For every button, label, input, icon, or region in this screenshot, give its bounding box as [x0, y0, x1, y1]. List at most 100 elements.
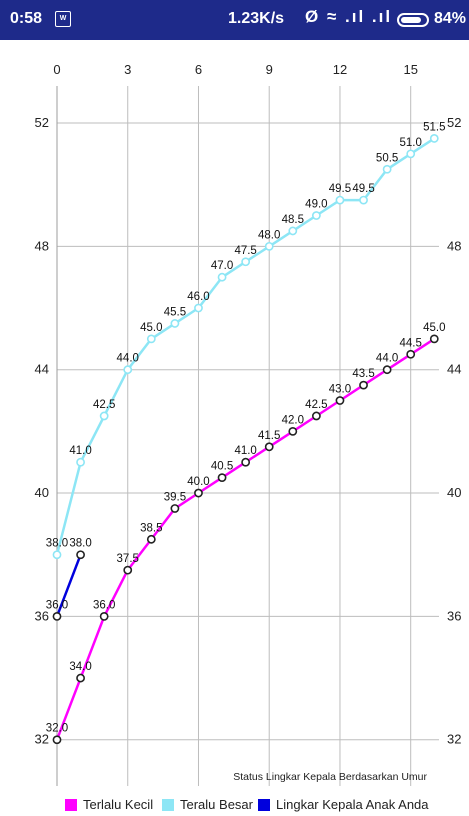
- status-bar: 0:58 W 1.23K/s Ø ≈ .ıl .ıl 84%: [0, 0, 469, 40]
- chart-points: [52, 134, 439, 745]
- data-label: 41.5: [258, 430, 280, 442]
- data-label: 49.5: [352, 183, 374, 195]
- legend-label: Teralu Besar: [180, 797, 253, 812]
- data-label: 45.5: [164, 306, 186, 318]
- data-label: 36.0: [93, 599, 115, 611]
- series-line-1: [55, 137, 435, 556]
- legend-item-teralu-besar: Teralu Besar: [162, 797, 253, 812]
- chart-title: Status Lingkar Kepala Berdasarkan Umur: [233, 771, 427, 783]
- data-label: 44.0: [376, 353, 398, 365]
- data-point: [52, 611, 62, 621]
- y-tick-label-left: 44: [35, 362, 49, 377]
- legend-label: Lingkar Kepala Anak Anda: [276, 797, 429, 812]
- data-point: [52, 735, 62, 745]
- x-tick-label: 3: [124, 62, 131, 77]
- data-label: 47.0: [211, 260, 233, 272]
- signal-wifi-icons: Ø ≈ .ıl .ıl: [305, 7, 393, 26]
- battery-level-fill: [401, 17, 421, 23]
- y-tick-label-left: 52: [35, 115, 49, 130]
- data-point: [76, 673, 85, 683]
- notification-app-icon: W: [55, 11, 71, 27]
- data-point: [241, 257, 251, 267]
- data-label: 43.0: [329, 384, 351, 396]
- y-tick-label-right: 36: [447, 608, 461, 623]
- y-tick-label-left: 40: [35, 485, 49, 500]
- data-label: 41.0: [234, 445, 256, 457]
- data-point: [382, 365, 392, 375]
- data-label: 49.0: [305, 199, 327, 211]
- data-label: 36.0: [46, 599, 68, 611]
- data-label: 44.5: [400, 337, 422, 349]
- status-time: 0:58: [10, 10, 43, 27]
- chart-grid: [56, 86, 439, 786]
- data-point: [264, 442, 274, 452]
- data-point: [170, 504, 180, 513]
- x-tick-label: 6: [195, 62, 202, 77]
- legend-swatch-magenta: [65, 798, 77, 811]
- data-label: 45.0: [140, 322, 162, 334]
- data-label: 43.5: [352, 368, 374, 380]
- data-label: 47.5: [234, 245, 256, 257]
- data-point: [311, 211, 321, 220]
- data-point: [146, 534, 156, 544]
- data-label: 40.5: [211, 461, 233, 473]
- data-label: 42.5: [93, 399, 115, 411]
- data-label: 40.0: [187, 476, 209, 488]
- y-tick-label-right: 52: [447, 115, 461, 130]
- data-point: [52, 550, 62, 560]
- data-point: [170, 319, 180, 328]
- data-point: [359, 380, 368, 390]
- data-point: [146, 334, 156, 344]
- data-point: [217, 473, 227, 483]
- data-label: 48.5: [282, 214, 304, 226]
- data-point: [406, 349, 416, 359]
- series-line-2: [55, 554, 82, 617]
- data-label: 50.5: [376, 152, 398, 164]
- data-point: [311, 411, 321, 421]
- data-point: [123, 365, 133, 375]
- x-tick-label: 9: [266, 62, 273, 77]
- data-point: [99, 611, 109, 621]
- chart-legend: Terlalu Kecil Teralu Besar Lingkar Kepal…: [0, 797, 469, 815]
- data-point: [429, 134, 439, 143]
- legend-item-lingkar-kepala-anak: Lingkar Kepala Anak Anda: [258, 797, 429, 812]
- data-label: 51.0: [400, 137, 422, 149]
- data-label: 41.0: [69, 445, 91, 457]
- y-tick-label-right: 48: [447, 238, 461, 253]
- data-point: [359, 195, 368, 205]
- data-point: [123, 565, 133, 575]
- x-tick-label: 12: [333, 62, 347, 77]
- data-label: 37.5: [117, 553, 139, 565]
- battery-percent: 84%: [434, 10, 467, 27]
- chart-series: [55, 137, 435, 741]
- data-label: 38.5: [140, 522, 162, 534]
- data-label: 32.0: [46, 723, 68, 735]
- data-label: 42.0: [282, 414, 304, 426]
- legend-label: Terlalu Kecil: [83, 797, 154, 812]
- data-point: [406, 149, 416, 159]
- data-label: 38.0: [69, 538, 91, 550]
- x-tick-label: 15: [403, 62, 417, 77]
- data-label: 34.0: [69, 661, 91, 673]
- data-point: [99, 411, 109, 421]
- chart-data-labels: 32.034.036.037.538.539.540.040.541.041.5…: [46, 121, 446, 734]
- data-point: [288, 226, 298, 236]
- y-tick-label-right: 44: [447, 362, 461, 377]
- data-label: 49.5: [329, 183, 351, 195]
- data-point: [241, 457, 251, 467]
- y-tick-label-right: 40: [447, 485, 461, 500]
- data-point: [335, 195, 345, 205]
- data-point: [429, 334, 439, 344]
- data-point: [194, 303, 203, 313]
- data-label: 44.0: [117, 353, 139, 365]
- data-label: 46.0: [187, 291, 209, 303]
- data-label: 39.5: [164, 491, 186, 503]
- legend-item-terlalu-kecil: Terlalu Kecil: [65, 797, 153, 812]
- data-point: [382, 164, 392, 174]
- y-tick-label-left: 48: [35, 238, 49, 253]
- data-point: [264, 241, 274, 251]
- data-point: [76, 550, 85, 560]
- data-label: 51.5: [423, 121, 445, 133]
